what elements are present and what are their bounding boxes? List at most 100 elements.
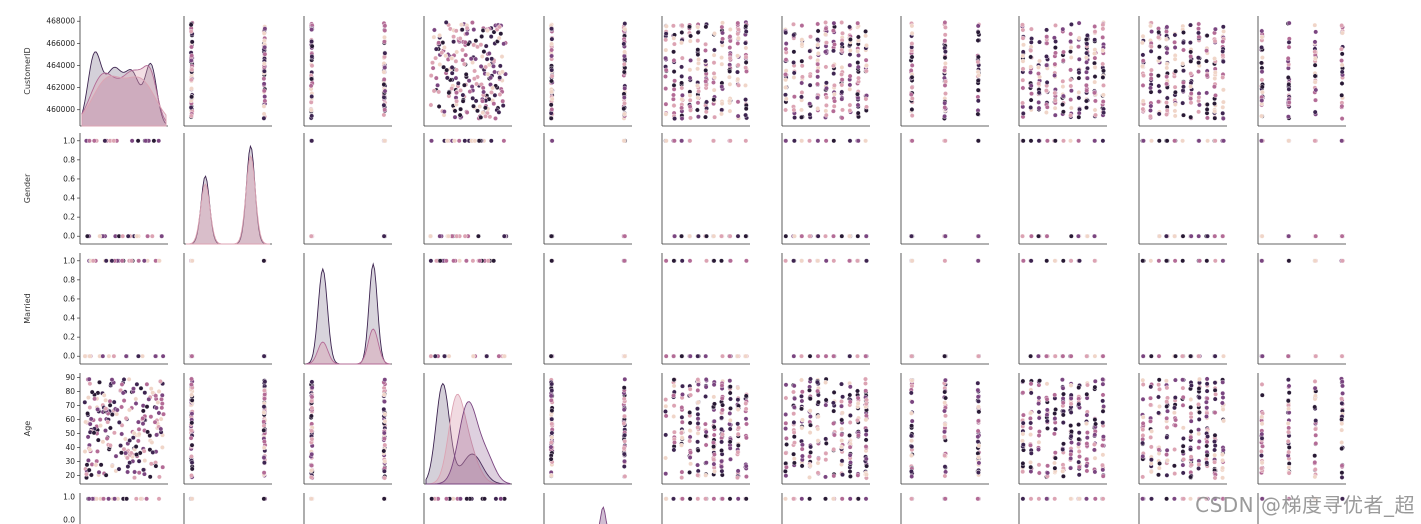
scatter-point [492,92,498,98]
scatter-point [695,95,701,101]
scatter-point [549,258,555,264]
scatter-point [1312,404,1318,410]
scatter-point [1085,65,1090,71]
scatter-point [1060,420,1066,425]
scatter-point [1053,50,1058,56]
scatter-point [382,458,388,464]
scatter-point [672,440,677,445]
scatter-point [466,78,472,84]
scatter-point [688,450,693,455]
scatter-point [188,382,194,387]
scatter-point [839,233,845,239]
scatter-point [549,107,555,112]
scatter-point [481,49,487,54]
scatter-point [1085,33,1090,38]
scatter-point [1156,472,1161,478]
scatter-point [791,404,797,410]
scatter-point [1221,99,1226,105]
scatter-point [1076,56,1082,62]
scatter-point [1101,110,1107,116]
scatter-point [1100,26,1106,32]
scatter-point [496,109,502,115]
scatter-point [1140,382,1146,387]
scatter-point [1180,470,1186,476]
scatter-point [432,353,438,359]
scatter-point [1076,90,1082,95]
scatter-point [1212,84,1217,90]
scatter-point [1148,23,1153,29]
scatter-point [695,83,700,89]
scatter-point [807,258,813,264]
scatter-point [1092,79,1098,85]
scatter-point [1084,59,1090,65]
scatter-point [815,470,821,476]
scatter-point [663,37,669,43]
scatter-point [815,379,820,385]
scatter-point [743,353,749,359]
scatter-point [839,89,845,95]
scatter-point [1212,396,1218,402]
scatter-point [621,421,627,426]
scatter-point [815,388,820,394]
scatter-point [942,32,948,38]
scatter-point [735,407,741,412]
scatter-point [1220,110,1226,116]
scatter-point [136,426,142,432]
scatter-point [831,28,836,34]
scatter-point [663,432,669,438]
y-tick-label: 60 [65,415,75,424]
scatter-point [1148,258,1154,264]
scatter-point [847,258,852,264]
scatter-point [1156,34,1161,40]
scatter-point [791,60,796,65]
scatter-point [1220,59,1226,64]
scatter-point [119,381,125,387]
scatter-point [455,80,461,86]
scatter-point [146,396,152,402]
scatter-point [469,84,475,90]
scatter-point [727,417,733,423]
scatter-point [1140,496,1146,502]
scatter-point [1180,443,1186,449]
scatter-point [121,398,127,403]
scatter-point [671,447,677,453]
scatter-point [728,396,733,402]
scatter-point [1084,391,1090,397]
scatter-point [1196,30,1201,36]
scatter-point [309,39,314,44]
scatter-point [1339,400,1345,406]
scatter-point [1188,91,1194,96]
scatter-point [831,353,836,359]
scatter-point [1085,430,1090,435]
scatter-point [815,138,821,144]
scatter-point [429,138,434,144]
scatter-point [783,85,788,90]
scatter-point [159,396,164,402]
scatter-point [1197,376,1202,382]
scatter-point [791,70,797,76]
scatter-point [839,65,845,70]
scatter-point [83,419,89,425]
scatter-point [1339,58,1345,63]
scatter-point [461,61,467,67]
scatter-point [1068,433,1074,439]
scatter-point [154,432,160,438]
scatter-point [975,111,981,117]
scatter-point [1157,55,1162,61]
scatter-point [1164,434,1170,440]
scatter-point [1339,474,1345,480]
scatter-point [976,443,982,449]
scatter-point [1140,83,1146,88]
scatter-point [719,458,724,464]
scatter-point [622,438,628,444]
scatter-point [382,23,388,29]
scatter-point [1339,421,1345,426]
scatter-point [800,453,805,459]
scatter-point [125,233,131,239]
scatter-point [159,401,165,406]
scatter-point [909,54,915,60]
scatter-point [1140,63,1145,69]
scatter-point [1285,75,1291,80]
scatter-point [483,43,489,49]
scatter-point [712,47,717,53]
